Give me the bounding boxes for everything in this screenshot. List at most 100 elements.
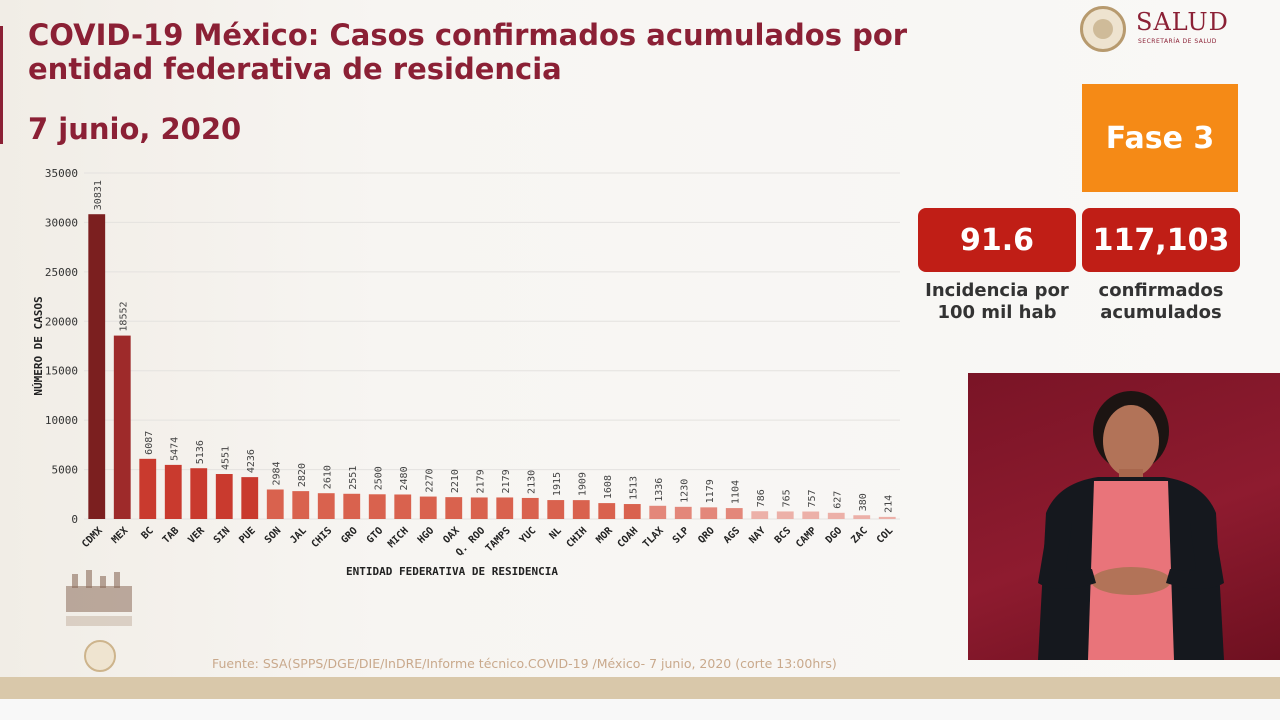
bottom-band [0,677,1280,699]
x-tick-label: MEX [110,525,131,546]
bar [802,511,820,519]
data-label: 765 [781,489,792,507]
bar [649,505,667,519]
data-label: 2820 [297,463,308,487]
x-tick-label: GTO [365,525,386,546]
y-axis-label: NÚMERO DE CASOS [32,296,45,395]
bar [674,506,692,519]
chart-svg: 0 5000 10000 15000 20000 25000 30000 35000 NÚMER… [32,167,900,578]
data-label: 6087 [144,431,155,455]
x-tick-label: CDMX [80,525,105,550]
source-note: Fuente: SSA(SPPS/DGE/DIE/InDRE/Informe t… [212,656,837,671]
y-tick-label: 5000 [52,464,79,477]
bar [445,497,463,519]
bar [292,491,310,519]
y-tick-label: 25000 [45,266,78,279]
x-tick-label: NL [548,525,564,541]
data-label: 2179 [501,469,512,493]
data-label: 2500 [373,466,384,490]
x-tick-label: OAX [441,525,462,546]
data-label: 1608 [603,475,614,499]
bar [827,512,845,519]
incidence-value: 91.6 [918,208,1076,272]
accent-bar [0,26,3,144]
interpreter-figure [1038,391,1224,660]
bar [623,504,641,519]
data-label: 627 [832,491,843,509]
bar-chart: 0 5000 10000 15000 20000 25000 30000 35000 NÚMER… [22,160,902,580]
data-label: 4236 [246,449,257,473]
x-tick-label: BCS [773,525,794,546]
bar [853,515,871,519]
data-label: 1230 [679,479,690,503]
data-label: 1915 [552,472,563,496]
y-tick-label: 15000 [45,365,78,378]
x-tick-label: CHIS [310,525,335,550]
bar [164,464,182,519]
bar [266,489,284,519]
bar [241,477,259,519]
bar [88,214,106,519]
y-tick-label: 30000 [45,216,78,229]
x-tick-label: MICH [386,525,411,550]
y-tick-label: 20000 [45,315,78,328]
x-tick-label: AGS [722,525,743,546]
x-tick-label: ZAC [849,525,870,546]
x-tick-label: QRO [696,525,717,546]
bar [113,335,131,519]
bar [343,493,361,519]
bar [751,511,769,519]
bar [700,507,718,519]
data-label: 2179 [475,469,486,493]
data-label: 380 [858,493,869,511]
bar [598,503,616,519]
data-label: 2270 [424,468,435,492]
logo-subtitle: SECRETARÍA DE SALUD [1138,38,1217,45]
data-label: 30831 [93,180,104,210]
bar [725,508,743,519]
x-tick-label: SIN [212,525,233,546]
bar [470,497,488,519]
x-axis-label: ENTIDAD FEDERATIVA DE RESIDENCIA [346,565,558,578]
data-label: 2610 [322,465,333,489]
phase-badge: Fase 3 [1082,84,1238,192]
data-label: 214 [883,495,894,513]
x-tick-label: HGO [416,525,437,546]
incidence-label: Incidencia por 100 mil hab [925,280,1069,323]
bar [317,493,335,519]
bar [878,516,896,519]
data-label: 1909 [577,472,588,496]
x-tick-label: VER [186,525,207,546]
x-tick-label: SON [263,525,284,546]
data-label: 2984 [271,461,282,485]
interpreter-video [968,373,1280,660]
bar [215,474,233,519]
heroes-emblem-icon [66,570,132,626]
y-tick-label: 10000 [45,414,78,427]
x-tick-label: CHIH [565,525,590,550]
data-label: 1179 [705,479,716,503]
data-label: 757 [807,489,818,507]
salud-logo: SALUD SECRETARÍA DE SALUD [1080,4,1250,54]
bar [776,511,794,519]
x-tick-label: TAB [161,525,182,546]
data-label: 2130 [526,470,537,494]
bar [394,494,412,519]
seal-icon [1080,6,1126,52]
government-emblem [62,566,142,638]
x-tick-label: BC [140,525,156,541]
bar [419,496,437,519]
data-label: 18552 [118,301,129,331]
bar [368,494,386,519]
bar [496,497,514,519]
x-tick-label: COL [875,525,896,546]
data-label: 1104 [730,480,741,504]
confirmed-label: confirmados acumulados [1098,280,1224,323]
small-seal-icon [84,640,116,672]
y-tick-label: 35000 [45,167,78,180]
data-label: 5474 [169,437,180,461]
x-tick-label: GRO [339,525,360,546]
data-label: 2210 [450,469,461,493]
logo-name: SALUD [1136,8,1229,36]
x-tick-label: DGO [824,525,845,546]
